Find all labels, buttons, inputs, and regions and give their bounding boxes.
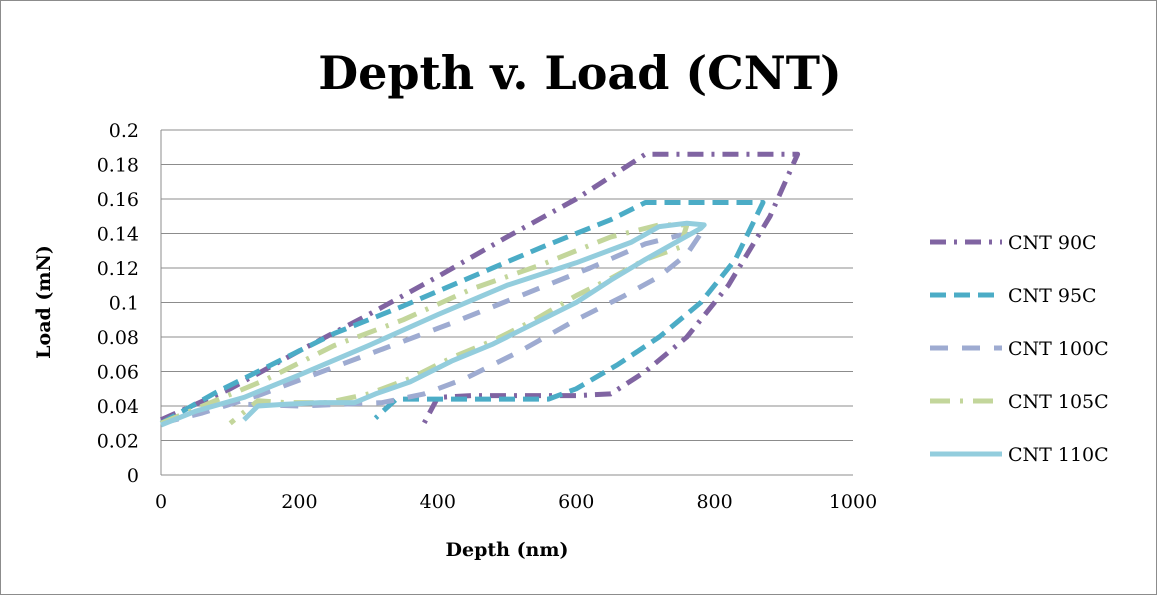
x-axis-title: Depth (nm): [446, 539, 569, 561]
legend-label: CNT 110C: [1008, 444, 1109, 466]
chart-title: Depth v. Load (CNT): [318, 46, 842, 100]
x-tick-label: 1000: [829, 491, 877, 513]
legend: CNT 90C CNT 95C CNT 100C CNT 105C CNT 110C: [930, 232, 1109, 466]
legend-label: CNT 105C: [1008, 391, 1109, 413]
x-tick-label: 400: [420, 491, 456, 513]
y-tick-label: 0: [127, 465, 139, 487]
y-tick-label: 0.1: [109, 293, 139, 315]
y-tick-label: 0.2: [109, 120, 139, 142]
y-tick-labels: 0 0.02 0.04 0.06 0.08 0.1 0.12 0.14 0.16 0.18 0.2: [97, 120, 139, 487]
y-axis-title: Load (mN): [33, 245, 55, 359]
plot-area: [159, 151, 801, 428]
x-tick-label: 600: [558, 491, 594, 513]
y-tick-label: 0.18: [97, 155, 139, 177]
legend-label: CNT 100C: [1008, 338, 1109, 360]
legend-label: CNT 90C: [1008, 232, 1097, 254]
y-tick-label: 0.14: [97, 224, 139, 246]
series-line-cnt-110c: [160, 220, 707, 428]
series-line-cnt-105c: [160, 222, 690, 426]
y-tick-label: 0.02: [97, 431, 139, 453]
legend-label: CNT 95C: [1008, 285, 1097, 307]
x-tick-label: 800: [696, 491, 732, 513]
y-tick-label: 0.16: [97, 189, 139, 211]
series-line-cnt-95c: [159, 200, 766, 426]
y-tick-label: 0.08: [97, 327, 139, 349]
x-tick-label: 0: [155, 491, 167, 513]
x-tick-label: 200: [281, 491, 317, 513]
series-line-cnt-100c: [160, 231, 704, 426]
y-tick-label: 0.12: [97, 258, 139, 280]
series-line-cnt-90c: [159, 151, 801, 425]
y-tick-label: 0.06: [97, 362, 139, 384]
x-tick-labels: 0 200 400 600 800 1000: [155, 491, 877, 513]
y-tick-label: 0.04: [97, 396, 139, 418]
